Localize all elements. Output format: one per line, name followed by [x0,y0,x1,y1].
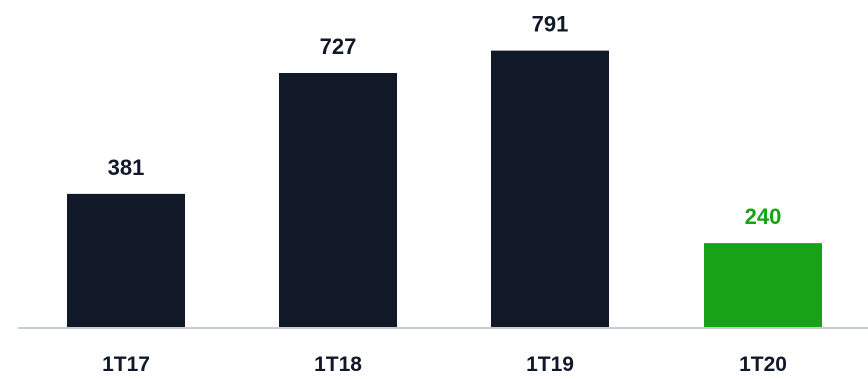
bar-1t19 [491,50,609,327]
x-tick-label-1t18: 1T18 [314,353,362,376]
value-labels-group: 381 727 791 240 [108,12,782,230]
bars-group [67,50,822,327]
value-label-1t18: 727 [320,34,357,59]
bar-1t18 [279,72,397,327]
x-tick-labels-group: 1T17 1T18 1T19 1T20 [102,353,787,376]
x-tick-label-1t20: 1T20 [739,353,787,376]
x-tick-label-1t17: 1T17 [102,353,150,376]
bar-1t20 [704,243,822,327]
value-label-1t20: 240 [745,204,782,229]
bar-1t17 [67,193,185,327]
value-label-1t19: 791 [532,12,569,37]
x-tick-label-1t19: 1T19 [526,353,574,376]
value-label-1t17: 381 [108,155,145,180]
